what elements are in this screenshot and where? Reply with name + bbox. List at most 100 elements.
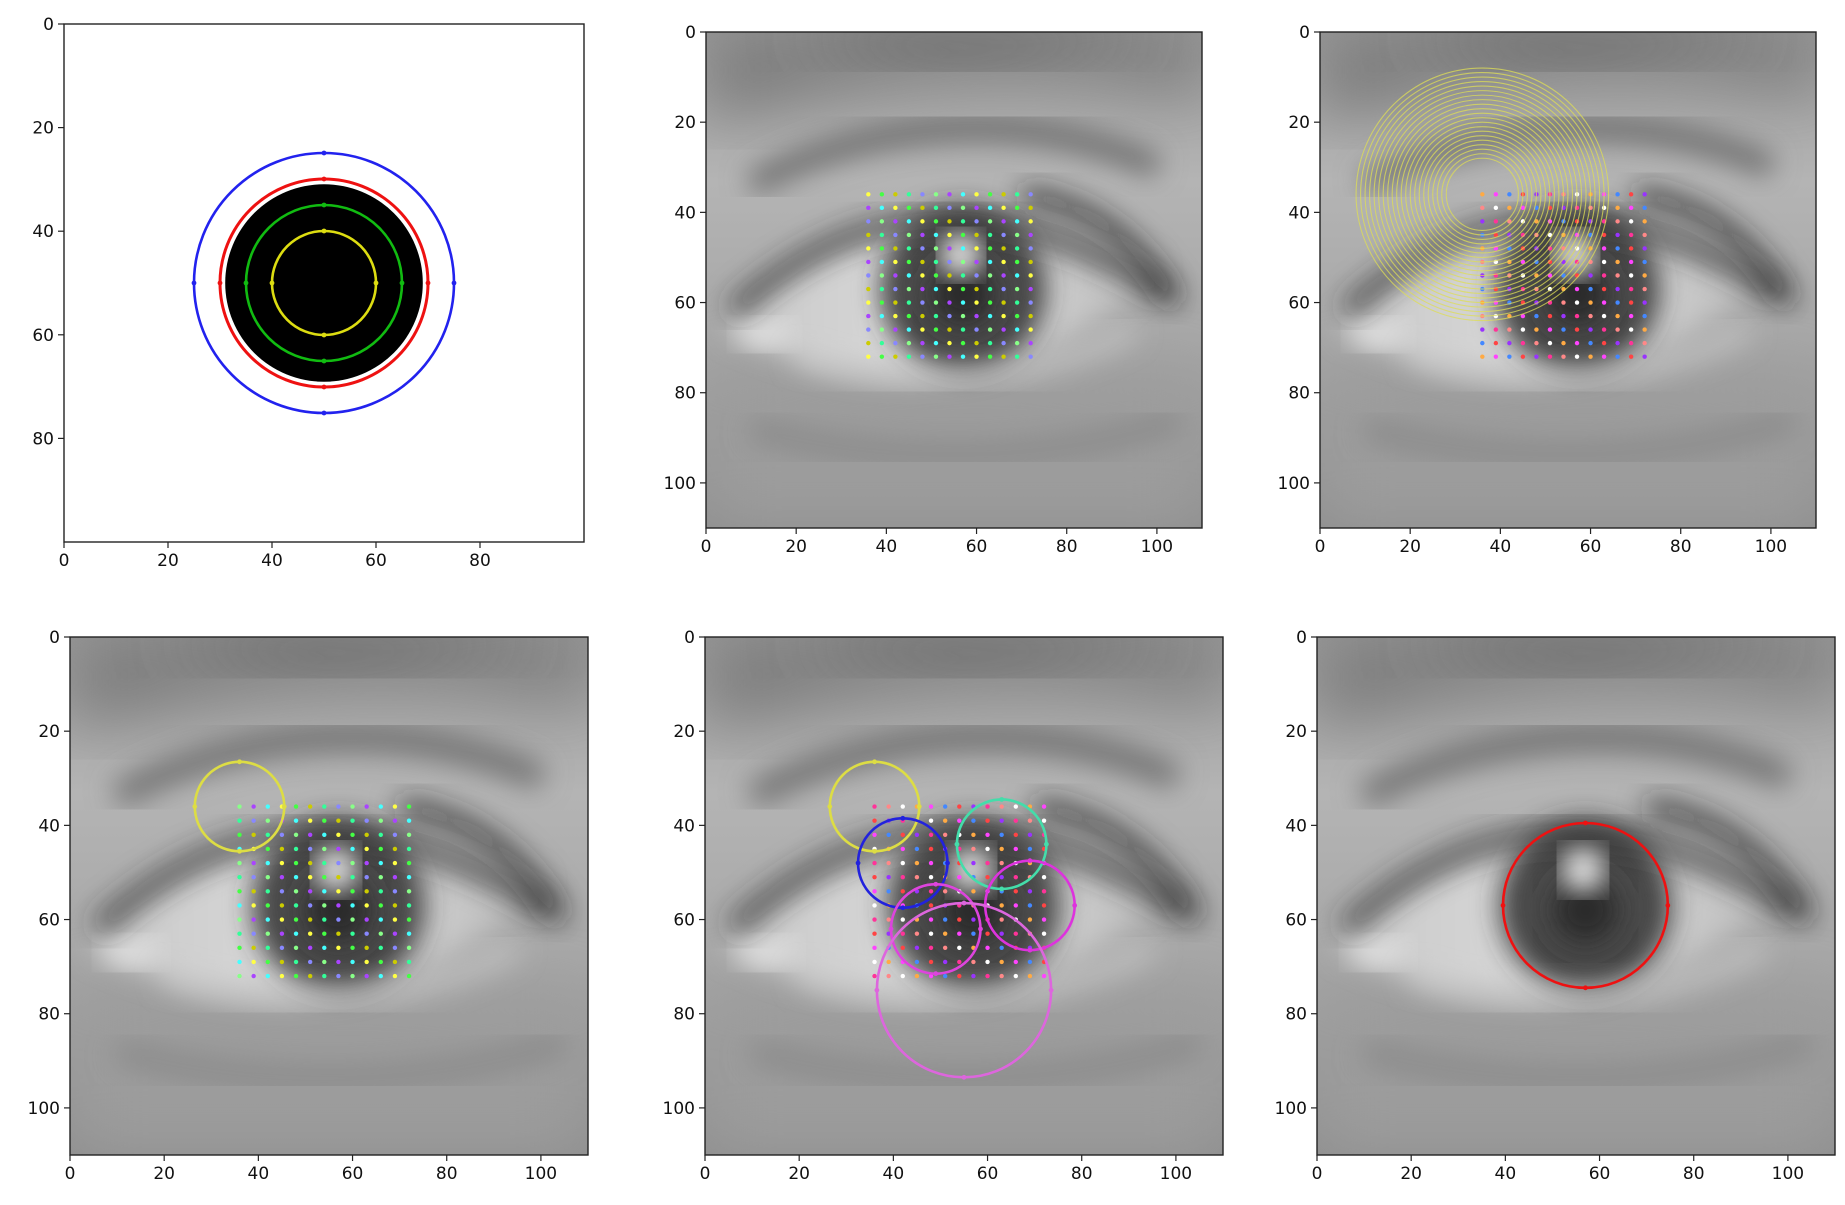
circle-vertex xyxy=(1665,903,1671,908)
grid-point xyxy=(1615,340,1620,346)
grid-point xyxy=(866,286,871,292)
grid-point xyxy=(900,874,905,880)
grid-point xyxy=(293,818,299,823)
grid-point xyxy=(906,205,912,211)
grid-point xyxy=(920,192,925,197)
grid-point xyxy=(322,931,327,936)
grid-point xyxy=(879,313,885,319)
grid-point xyxy=(947,313,952,319)
grid-point xyxy=(920,327,925,332)
grid-point xyxy=(987,340,993,346)
grid-point xyxy=(1028,192,1033,197)
grid-point xyxy=(279,973,285,979)
grid-point xyxy=(906,273,912,278)
grid-point xyxy=(1628,273,1634,278)
grid-point xyxy=(279,860,285,866)
panel-image xyxy=(70,637,588,1155)
x-tick-label: 100 xyxy=(1160,1164,1192,1184)
grid-point xyxy=(251,903,256,908)
grid-point xyxy=(378,818,383,823)
grid-point xyxy=(406,832,412,837)
grid-point xyxy=(406,903,412,908)
x-tick-label: 60 xyxy=(977,1164,999,1184)
grid-point xyxy=(1534,259,1539,265)
grid-point xyxy=(906,354,912,359)
circle-vertex xyxy=(237,848,242,854)
grid-point xyxy=(364,874,369,880)
grid-point xyxy=(279,846,285,852)
grid-point xyxy=(1001,340,1006,346)
grid-point xyxy=(1615,259,1620,265)
grid-point xyxy=(960,192,966,197)
panel-4: 0 20 40 60 80 100 0 20 40 60 80 100 xyxy=(28,628,589,1184)
grid-point xyxy=(279,889,285,894)
panel-3: 0 20 40 60 80 100 0 20 40 60 80 100 xyxy=(1278,23,1817,557)
grid-point xyxy=(322,832,327,837)
concentric-circle xyxy=(1364,76,1601,313)
eye-image xyxy=(1320,32,1816,528)
grid-point xyxy=(1615,300,1620,305)
grid-point xyxy=(942,945,948,950)
grid-point xyxy=(1601,313,1607,319)
grid-point xyxy=(900,945,905,950)
grid-point xyxy=(933,273,939,278)
grid-point xyxy=(1547,313,1553,319)
y-tick-label: 0 xyxy=(685,23,696,43)
concentric-circle xyxy=(1373,85,1592,304)
grid-point xyxy=(265,860,270,866)
grid-point xyxy=(1507,340,1512,346)
grid-point xyxy=(933,313,939,319)
grid-point xyxy=(392,973,398,979)
grid-point xyxy=(1547,286,1553,292)
grid-point xyxy=(1001,354,1006,359)
grid-point xyxy=(1041,889,1047,894)
grid-point xyxy=(265,804,270,809)
grid-point xyxy=(900,889,905,894)
grid-point xyxy=(1027,973,1033,979)
grid-point xyxy=(364,931,369,936)
grid-point xyxy=(928,832,934,837)
circle-vertex xyxy=(425,280,431,286)
y-tick-label: 60 xyxy=(38,911,60,931)
grid-point xyxy=(933,246,939,251)
grid-point xyxy=(957,931,962,936)
grid-point xyxy=(1028,340,1033,346)
grid-point xyxy=(406,889,412,894)
grid-point xyxy=(879,300,885,305)
grid-point xyxy=(392,804,398,809)
grid-point xyxy=(322,846,327,852)
grid-point xyxy=(974,205,979,211)
grid-point xyxy=(1014,313,1020,319)
grid-point xyxy=(1520,259,1526,265)
axes-frame xyxy=(705,31,1203,529)
grid-point xyxy=(307,931,313,936)
grid-point xyxy=(1480,205,1485,211)
grid-point xyxy=(879,340,885,346)
grid-point xyxy=(914,846,920,852)
grid-point xyxy=(914,959,920,965)
grid-point xyxy=(933,300,939,305)
grid-point xyxy=(893,313,898,319)
grid-point xyxy=(1480,327,1485,332)
circle-vertex xyxy=(1583,985,1588,991)
grid-point xyxy=(879,192,885,197)
grid-point xyxy=(1014,259,1020,265)
grid-point xyxy=(879,259,885,265)
circle-vertex xyxy=(872,759,877,765)
grid-point xyxy=(999,860,1004,866)
grid-point xyxy=(1628,286,1634,292)
grid-point xyxy=(1001,327,1006,332)
grid-point xyxy=(378,959,383,965)
grid-point xyxy=(350,804,355,809)
grid-point xyxy=(1615,286,1620,292)
grid-point xyxy=(251,874,256,880)
x-tick-label: 20 xyxy=(788,1164,810,1184)
grid-point xyxy=(914,874,920,880)
grid-point xyxy=(1014,340,1020,346)
grid-point xyxy=(1480,340,1485,346)
grid-point xyxy=(237,818,242,823)
circle-vertex xyxy=(827,804,833,809)
concentric-circle xyxy=(1378,90,1587,299)
grid-point xyxy=(947,232,952,238)
